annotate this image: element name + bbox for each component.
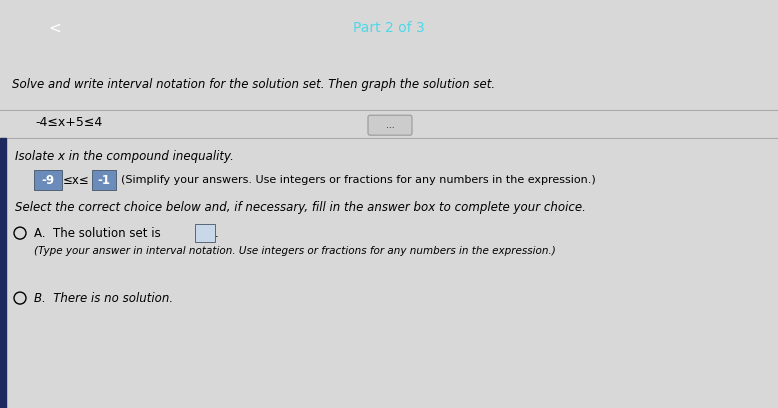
Text: -9: -9 <box>41 174 54 186</box>
Text: ...: ... <box>386 121 394 130</box>
Text: Select the correct choice below and, if necessary, fill in the answer box to com: Select the correct choice below and, if … <box>15 201 586 214</box>
Text: <: < <box>48 21 61 36</box>
Text: -4≤x+5≤4: -4≤x+5≤4 <box>35 116 102 129</box>
FancyBboxPatch shape <box>34 170 62 190</box>
Text: Isolate x in the compound inequality.: Isolate x in the compound inequality. <box>15 150 234 163</box>
FancyBboxPatch shape <box>92 170 116 190</box>
FancyBboxPatch shape <box>368 115 412 135</box>
Text: Part 2 of 3: Part 2 of 3 <box>353 22 425 35</box>
Text: .: . <box>215 226 219 239</box>
Text: Solve and write interval notation for the solution set. Then graph the solution : Solve and write interval notation for th… <box>12 78 495 91</box>
Text: -1: -1 <box>97 174 110 186</box>
Bar <box>0 138 6 408</box>
FancyBboxPatch shape <box>195 224 215 242</box>
Text: (Type your answer in interval notation. Use integers or fractions for any number: (Type your answer in interval notation. … <box>34 246 555 256</box>
Text: A.  The solution set is: A. The solution set is <box>34 226 161 239</box>
Text: B.  There is no solution.: B. There is no solution. <box>34 292 173 305</box>
Text: (Simplify your answers. Use integers or fractions for any numbers in the express: (Simplify your answers. Use integers or … <box>121 175 596 185</box>
Text: ≤x≤: ≤x≤ <box>63 174 89 186</box>
